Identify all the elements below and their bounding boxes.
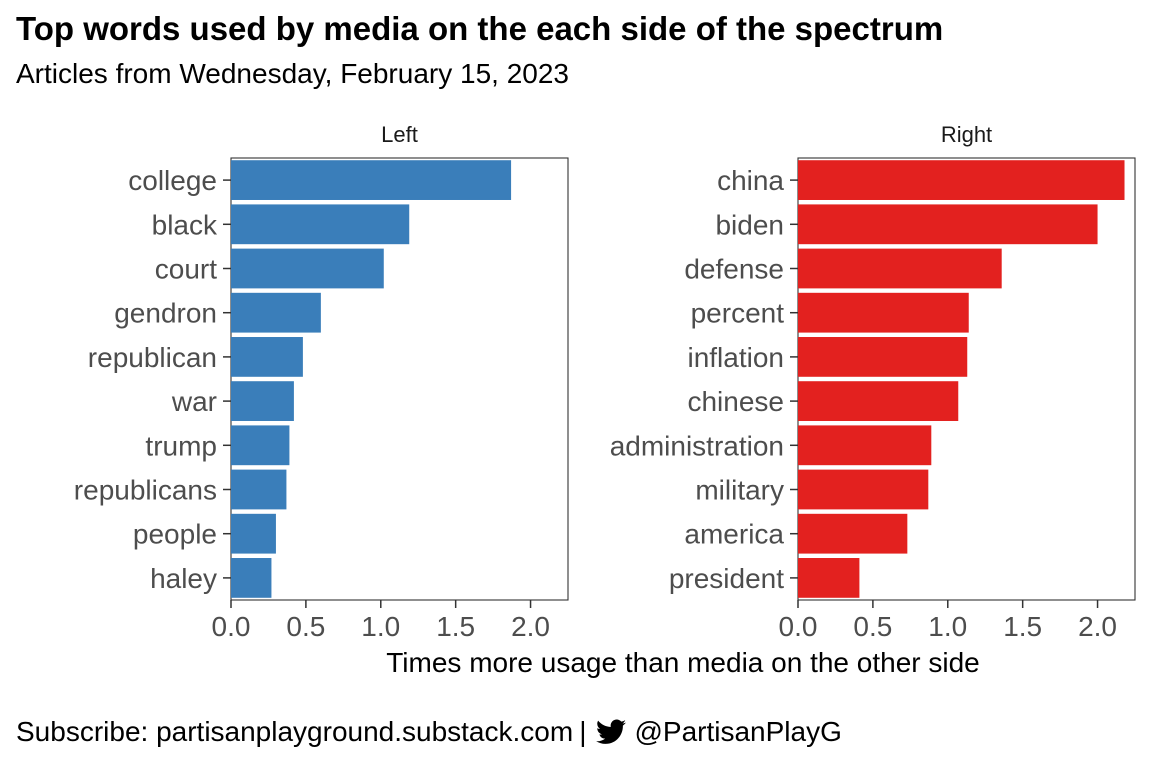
- chart-subtitle: Articles from Wednesday, February 15, 20…: [16, 58, 569, 89]
- y-tick-label: china: [717, 165, 784, 196]
- bar-right-chinese: [798, 381, 959, 421]
- y-tick-label: military: [695, 475, 784, 506]
- bar-right-america: [798, 513, 908, 554]
- bar-left-college: [231, 160, 512, 200]
- y-tick-label: black: [152, 209, 218, 240]
- y-tick-label: america: [684, 519, 784, 550]
- y-tick-label: administration: [610, 430, 784, 461]
- twitter-bird-icon: [596, 719, 627, 744]
- y-tick-label: inflation: [687, 342, 784, 373]
- bar-left-republicans: [231, 469, 287, 510]
- x-tick-label: 1.5: [1003, 611, 1042, 642]
- bar-right-biden: [798, 204, 1098, 245]
- panel-border-left: [230, 157, 569, 601]
- bar-right-inflation: [798, 337, 968, 377]
- x-tick-label: 1.0: [928, 611, 967, 642]
- subscribe-text: Subscribe: partisanplayground.substack.c…: [16, 716, 574, 747]
- panel-border-right: [797, 157, 1136, 601]
- panel-label-left: Left: [381, 122, 418, 147]
- x-tick-label: 0.5: [853, 611, 892, 642]
- bar-left-people: [231, 513, 276, 554]
- y-tick-label: haley: [150, 563, 217, 594]
- caption-separator: |: [579, 716, 587, 747]
- x-axis-label: Times more usage than media on the other…: [386, 647, 980, 678]
- x-tick-label: 0.0: [779, 611, 818, 642]
- y-tick-label: trump: [145, 430, 217, 461]
- bar-right-president: [798, 558, 860, 598]
- y-tick-label: gendron: [114, 298, 217, 329]
- y-tick-label: defense: [684, 254, 784, 285]
- bar-left-court: [231, 248, 384, 289]
- bar-right-administration: [798, 425, 932, 466]
- y-tick-label: president: [669, 563, 784, 594]
- x-tick-label: 1.5: [436, 611, 475, 642]
- y-tick-label: percent: [691, 298, 785, 329]
- caption: Subscribe: partisanplayground.substack.c…: [16, 716, 842, 748]
- chart-title: Top words used by media on the each side…: [16, 10, 944, 47]
- bar-right-defense: [798, 248, 1002, 289]
- panel-label-right: Right: [941, 122, 992, 147]
- bar-left-republican: [231, 337, 303, 377]
- x-tick-label: 2.0: [511, 611, 550, 642]
- y-tick-label: republican: [88, 342, 217, 373]
- y-tick-label: biden: [715, 209, 784, 240]
- x-tick-label: 0.5: [286, 611, 325, 642]
- x-tick-label: 2.0: [1078, 611, 1117, 642]
- y-tick-label: court: [155, 254, 217, 285]
- x-tick-label: 0.0: [212, 611, 251, 642]
- x-tick-label: 1.0: [361, 611, 400, 642]
- y-tick-label: republicans: [74, 475, 217, 506]
- y-tick-label: people: [133, 519, 217, 550]
- bar-left-war: [231, 381, 294, 421]
- bar-right-percent: [798, 292, 969, 333]
- bar-right-china: [798, 160, 1125, 200]
- y-tick-label: college: [128, 165, 217, 196]
- bar-right-military: [798, 469, 929, 510]
- y-tick-label: chinese: [687, 386, 784, 417]
- bar-left-haley: [231, 558, 272, 598]
- bar-left-black: [231, 204, 410, 245]
- twitter-handle[interactable]: @PartisanPlayG: [634, 716, 842, 747]
- bar-left-trump: [231, 425, 290, 466]
- bar-left-gendron: [231, 292, 321, 333]
- y-tick-label: war: [171, 386, 217, 417]
